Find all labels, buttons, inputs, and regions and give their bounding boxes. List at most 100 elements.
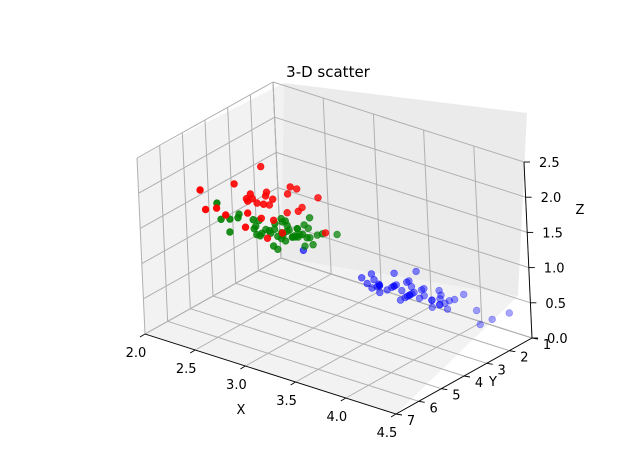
x-tick-mark: [390, 413, 397, 418]
y-axis-label: Y: [488, 375, 497, 390]
z-grid-back: [272, 81, 525, 163]
pane-edge: [144, 257, 282, 335]
data-point: [283, 190, 292, 198]
data-point: [278, 229, 287, 237]
y-grid-side: [181, 132, 191, 309]
x-grid-back: [423, 129, 433, 307]
data-point: [407, 283, 416, 291]
data-point: [309, 241, 317, 249]
data-point: [222, 211, 230, 219]
z-tick-label: 1.0: [544, 262, 565, 277]
x-tick-label: 2.0: [126, 346, 147, 361]
y-tick-mark: [395, 413, 403, 416]
y-grid-side: [136, 157, 146, 335]
y-grid-floor: [212, 295, 465, 377]
z-grid-side: [138, 116, 275, 194]
data-point: [257, 162, 265, 171]
data-point: [196, 186, 204, 194]
z-tick-label: 0.0: [547, 332, 568, 347]
data-point: [437, 291, 445, 299]
data-point: [263, 234, 272, 242]
data-point: [428, 296, 436, 304]
data-point: [259, 200, 268, 208]
data-point: [250, 225, 258, 233]
z-grid-side: [136, 81, 274, 159]
data-point: [283, 209, 291, 217]
data-point: [246, 190, 255, 198]
y-grid-floor: [258, 270, 510, 352]
data-point: [293, 225, 301, 233]
data-point: [390, 269, 398, 277]
data-point: [428, 296, 436, 304]
z-grid-back: [274, 116, 526, 198]
y-tick-mark: [509, 350, 516, 353]
x-tick-label: 4.5: [377, 426, 398, 441]
data-point: [261, 192, 270, 200]
data-point: [234, 214, 242, 222]
y-grid-floor: [167, 320, 419, 402]
z-tick-label: 2.0: [541, 191, 562, 206]
data-point: [396, 296, 405, 304]
y-tick-mark: [463, 375, 471, 378]
data-point: [212, 204, 221, 212]
x-tick-label: 4.0: [326, 410, 347, 425]
data-point: [301, 242, 309, 250]
data-point: [281, 217, 289, 225]
y-grid-side: [204, 119, 214, 297]
data-point: [383, 286, 391, 294]
x-grid-back: [473, 145, 483, 323]
data-point: [472, 306, 481, 315]
data-point: [436, 301, 444, 309]
z-axis-label: Z: [576, 203, 585, 218]
x-grid-back: [372, 113, 382, 291]
data-point: [314, 194, 322, 202]
z-tick-label: 0.5: [545, 297, 566, 312]
data-point: [363, 279, 371, 288]
data-point: [244, 209, 252, 217]
z-grid-side: [139, 151, 277, 229]
data-point: [321, 229, 330, 237]
data-point: [333, 230, 341, 239]
data-point: [436, 301, 444, 309]
data-point: [244, 197, 252, 205]
y-tick-label: 4: [475, 376, 483, 391]
data-point: [269, 242, 278, 250]
data-point: [428, 303, 436, 311]
x-tick-label: 3.0: [226, 378, 247, 393]
x-tick-label: 2.5: [176, 362, 197, 377]
data-point: [300, 221, 308, 229]
x-grid-back: [322, 97, 332, 275]
data-point: [241, 223, 250, 231]
data-point: [460, 290, 468, 299]
data-point: [286, 183, 294, 191]
data-point: [257, 214, 265, 223]
data-point: [410, 288, 418, 297]
x-tick-mark: [139, 333, 146, 338]
data-point: [367, 270, 376, 278]
z-tick-label: 1.5: [542, 226, 563, 241]
data-point: [201, 205, 210, 214]
data-point: [256, 232, 264, 240]
data-point: [368, 284, 376, 292]
y-grid-floor: [190, 308, 442, 390]
y-tick-label: 1: [543, 338, 551, 353]
data-point: [306, 234, 314, 242]
x-tick-mark: [340, 397, 347, 402]
x-axis-line: [144, 333, 397, 415]
data-point: [505, 309, 513, 317]
z-tick-label: 2.5: [539, 156, 560, 171]
pane-edge: [272, 81, 282, 259]
data-point: [441, 299, 449, 307]
y-tick-mark: [486, 362, 493, 365]
pane-left: [137, 83, 284, 334]
data-point: [443, 305, 452, 313]
pane-floor: [145, 258, 518, 414]
data-point: [420, 285, 428, 293]
x-tick-mark: [189, 349, 196, 354]
data-point: [294, 233, 302, 241]
x-tick-mark: [290, 381, 296, 386]
data-point: [358, 274, 366, 282]
data-point: [293, 185, 301, 193]
